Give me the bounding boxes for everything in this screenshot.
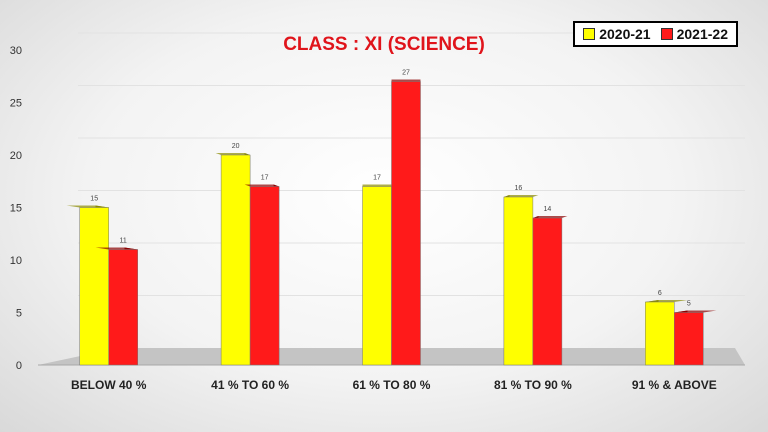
- chart-legend: 2020-21 2021-22: [573, 21, 738, 47]
- data-label: 17: [261, 175, 269, 182]
- bar-top: [645, 300, 688, 302]
- chart-title: CLASS : XI (SCIENCE): [283, 34, 485, 55]
- bar: [362, 186, 392, 366]
- x-tick-label: BELOW 40 %: [71, 378, 147, 392]
- y-tick-label: 30: [10, 45, 22, 57]
- x-tick-label: 91 % & ABOVE: [632, 378, 717, 392]
- y-tick-label: 0: [16, 360, 22, 372]
- bar-top: [674, 310, 717, 313]
- bar-top: [503, 195, 539, 197]
- data-label: 11: [120, 238, 127, 245]
- x-tick-label: 41 % TO 60 %: [211, 378, 289, 392]
- bar: [249, 186, 280, 366]
- legend-item-series-1: 2020-21: [583, 26, 651, 42]
- data-label: 27: [402, 70, 410, 77]
- x-tick-label: 61 % TO 80 %: [353, 378, 431, 392]
- bar-top: [532, 216, 568, 218]
- bar: [645, 301, 675, 366]
- bar-top: [95, 247, 138, 250]
- legend-swatch-series-2: [660, 28, 673, 40]
- data-label: 15: [90, 196, 98, 203]
- data-label: 5: [687, 301, 691, 308]
- y-tick-label: 25: [10, 98, 22, 110]
- bar-top: [244, 184, 280, 187]
- bar-top: [391, 79, 421, 82]
- data-label: 16: [515, 185, 523, 192]
- bar: [532, 217, 563, 366]
- bar: [108, 249, 138, 366]
- bar: [503, 196, 534, 366]
- y-tick-label: 10: [10, 255, 22, 267]
- data-label: 17: [373, 175, 381, 182]
- bar: [674, 312, 704, 366]
- bar-top: [66, 205, 109, 208]
- data-label: 6: [658, 290, 662, 297]
- legend-swatch-series-1: [583, 28, 596, 40]
- bar: [220, 154, 251, 366]
- x-tick-label: 81 % TO 90 %: [494, 378, 572, 392]
- y-tick-label: 15: [10, 203, 22, 215]
- data-label: 20: [232, 143, 240, 150]
- bar-top: [215, 153, 251, 155]
- legend-item-series-2: 2021-22: [660, 26, 728, 42]
- data-label: 14: [544, 206, 552, 213]
- bar: [391, 81, 421, 366]
- legend-label-series-2: 2021-22: [676, 26, 728, 42]
- bar-top: [362, 184, 392, 187]
- legend-label-series-1: 2020-21: [599, 26, 651, 42]
- y-tick-label: 20: [10, 150, 22, 162]
- y-tick-label: 5: [16, 308, 22, 320]
- bar: [79, 207, 109, 366]
